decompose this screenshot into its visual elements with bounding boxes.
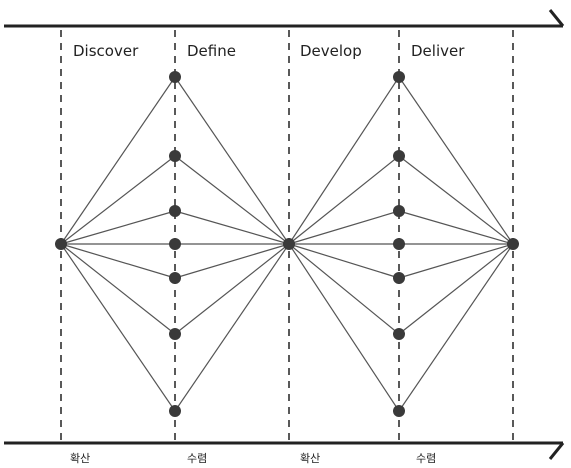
bottom-label-converge-1: 수렴 bbox=[187, 452, 207, 465]
converge-line bbox=[174, 155, 290, 245]
diverge-line bbox=[60, 155, 176, 245]
diverge-line bbox=[60, 210, 176, 245]
converge-line bbox=[174, 210, 290, 245]
phase-label-define: Define bbox=[187, 42, 236, 60]
hub-node bbox=[507, 238, 519, 250]
idea-node bbox=[393, 405, 405, 417]
idea-node bbox=[393, 150, 405, 162]
idea-node bbox=[169, 205, 181, 217]
diverge-line bbox=[288, 243, 400, 279]
idea-node bbox=[393, 205, 405, 217]
connector-lines bbox=[60, 76, 514, 412]
bottom-label-diverge-2: 확산 bbox=[300, 452, 320, 465]
converge-line bbox=[398, 243, 514, 412]
hub-node bbox=[55, 238, 67, 250]
diverge-line bbox=[60, 243, 176, 279]
nodes bbox=[55, 71, 519, 417]
converge-line bbox=[398, 243, 514, 335]
bottom-arrow-head bbox=[548, 442, 565, 460]
converge-line bbox=[398, 243, 514, 279]
idea-node bbox=[169, 405, 181, 417]
idea-node bbox=[393, 272, 405, 284]
diverge-line bbox=[288, 243, 400, 412]
diverge-line bbox=[288, 155, 400, 245]
phase-label-discover: Discover bbox=[73, 42, 139, 60]
converge-line bbox=[174, 76, 290, 245]
boundary-lines bbox=[4, 9, 565, 460]
converge-line bbox=[174, 243, 290, 412]
converge-line bbox=[174, 243, 290, 279]
diverge-line bbox=[288, 76, 400, 245]
top-arrow-head bbox=[548, 9, 565, 27]
idea-node bbox=[169, 328, 181, 340]
diverge-line bbox=[288, 243, 400, 335]
idea-node bbox=[393, 328, 405, 340]
diverge-line bbox=[60, 243, 176, 412]
phase-dividers bbox=[60, 30, 514, 441]
diverge-line bbox=[288, 210, 400, 245]
bottom-label-converge-2: 수렴 bbox=[416, 452, 436, 465]
phase-label-deliver: Deliver bbox=[411, 42, 465, 60]
idea-node bbox=[169, 238, 181, 250]
idea-node bbox=[393, 71, 405, 83]
idea-node bbox=[169, 71, 181, 83]
diverge-line bbox=[60, 76, 176, 245]
converge-line bbox=[174, 243, 290, 335]
idea-node bbox=[169, 150, 181, 162]
bottom-label-diverge-1: 확산 bbox=[70, 452, 90, 465]
phase-label-develop: Develop bbox=[300, 42, 362, 60]
idea-node bbox=[393, 238, 405, 250]
converge-line bbox=[398, 210, 514, 245]
hub-node bbox=[283, 238, 295, 250]
converge-line bbox=[398, 155, 514, 245]
converge-line bbox=[398, 76, 514, 245]
diverge-line bbox=[60, 243, 176, 335]
idea-node bbox=[169, 272, 181, 284]
